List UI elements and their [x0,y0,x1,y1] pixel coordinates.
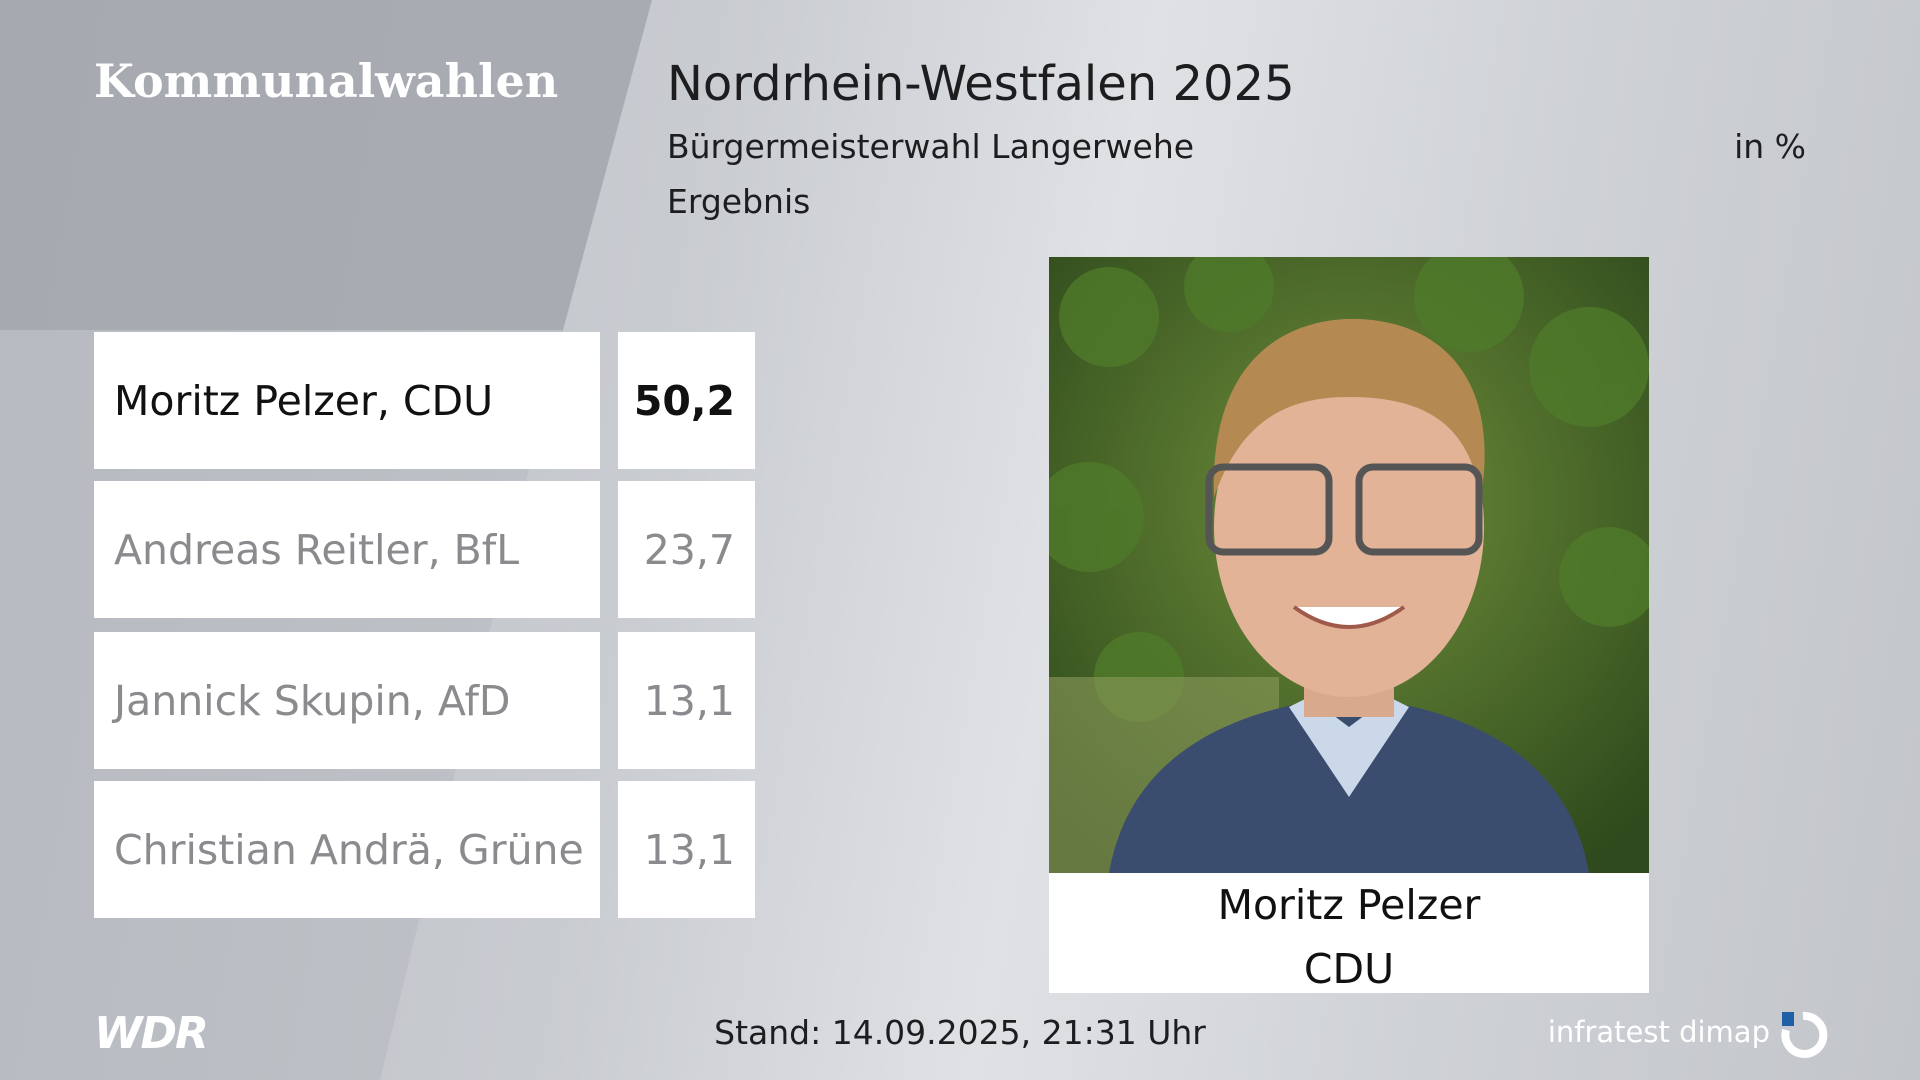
caption-name: Moritz Pelzer [1217,881,1481,929]
broadcaster-logo: WDR [94,1008,209,1059]
candidate-result: 13,1 [618,781,755,918]
status: Ergebnis [667,182,811,221]
program-title: Kommunalwahlen [94,54,559,108]
title: Nordrhein-Westfalen 2025 [667,56,1295,112]
caption: Moritz Pelzer CDU [1049,873,1649,993]
caption-party: CDU [1303,945,1395,993]
institute-logo: infratest dimap [1547,1015,1770,1049]
unit: in % [1734,127,1806,166]
candidate-name: Christian Andrä, Grüne [94,781,600,918]
subtitle: Bürgermeisterwahl Langerwehe [667,127,1195,166]
candidate-result: 13,1 [618,632,755,769]
timestamp: Stand: 14.09.2025, 21:31 Uhr [714,1013,1206,1052]
candidate-result: 50,2 [618,332,755,469]
candidate-photo [1049,257,1649,873]
institute-icon [1781,1011,1828,1058]
candidate-name: Moritz Pelzer, CDU [94,332,600,469]
candidate-result: 23,7 [618,481,755,618]
candidate-name: Jannick Skupin, AfD [94,632,600,769]
candidate-name: Andreas Reitler, BfL [94,481,600,618]
